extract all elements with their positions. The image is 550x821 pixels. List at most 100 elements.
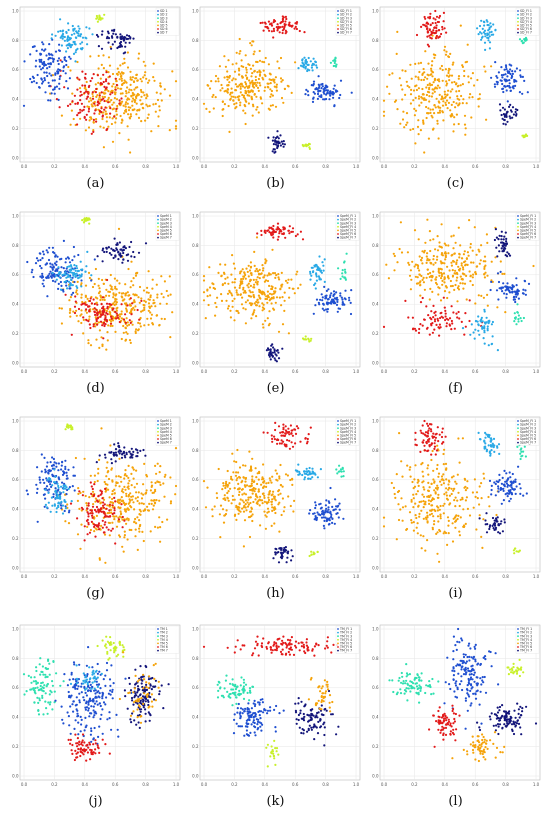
scatter-point xyxy=(108,534,111,537)
legend-marker xyxy=(157,430,159,433)
scatter-point xyxy=(156,526,159,529)
scatter-point xyxy=(491,335,494,338)
scatter-point xyxy=(453,252,456,255)
scatter-point xyxy=(96,104,99,107)
scatter-point xyxy=(461,83,464,86)
scatter-point xyxy=(243,289,247,293)
scatter-point xyxy=(439,267,442,270)
scatter-point xyxy=(138,508,141,511)
scatter-point xyxy=(93,258,96,261)
scatter-point xyxy=(344,289,347,292)
scatter-point xyxy=(23,60,26,63)
scatter-point xyxy=(230,87,233,90)
scatter-point xyxy=(95,118,98,121)
scatter-point xyxy=(483,255,487,258)
scatter-point xyxy=(39,264,42,268)
scatter-point xyxy=(68,38,72,41)
scatter-point xyxy=(102,80,105,84)
scatter-point xyxy=(67,65,70,69)
scatter-point xyxy=(237,73,241,76)
scatter-point xyxy=(290,432,293,435)
scatter-point xyxy=(295,27,298,31)
scatter-point xyxy=(267,86,270,89)
scatter-point xyxy=(234,96,237,99)
scatter-point xyxy=(501,290,504,293)
scatter-point xyxy=(287,278,290,281)
scatter-point xyxy=(271,150,274,153)
scatter-point xyxy=(278,501,281,504)
scatter-point xyxy=(95,308,98,311)
scatter-point xyxy=(126,102,129,105)
scatter-point xyxy=(145,77,148,80)
scatter-point xyxy=(78,490,81,493)
scatter-point xyxy=(420,25,423,28)
y-tick-label: 0.2 xyxy=(372,331,379,336)
scatter-point xyxy=(99,315,102,318)
scatter-point xyxy=(249,266,252,269)
scatter-point xyxy=(47,471,50,474)
scatter-point xyxy=(96,100,100,103)
scatter-point xyxy=(144,64,147,67)
scatter-point xyxy=(446,82,449,85)
scatter-point xyxy=(76,114,79,117)
scatter-point xyxy=(152,504,155,507)
legend-label: SD_FI 4 xyxy=(520,20,532,24)
scatter-point xyxy=(244,464,247,467)
scatter-point xyxy=(53,461,56,464)
scatter-point xyxy=(443,242,446,245)
scatter-point xyxy=(44,503,48,506)
scatter-point xyxy=(75,264,78,268)
scatter-point xyxy=(291,445,295,448)
scatter-point xyxy=(497,280,501,284)
scatter-point xyxy=(109,273,112,277)
scatter-point xyxy=(310,266,313,269)
scatter-point xyxy=(260,233,263,237)
scatter-point xyxy=(409,128,412,131)
scatter-point xyxy=(66,87,70,90)
scatter-point xyxy=(414,96,417,99)
scatter-point xyxy=(285,445,288,448)
scatter-point xyxy=(74,295,77,298)
scatter-point xyxy=(110,529,113,532)
scatter-point xyxy=(105,246,108,249)
scatter-point xyxy=(115,298,118,301)
scatter-point xyxy=(290,278,293,281)
scatter-point xyxy=(232,471,235,474)
scatter-point xyxy=(445,31,448,34)
scatter-point xyxy=(112,302,115,305)
scatter-point xyxy=(444,315,447,318)
legend-label: SpeM_FI 6 xyxy=(340,232,356,236)
scatter-point xyxy=(337,516,340,519)
scatter-point xyxy=(432,81,435,84)
scatter-point xyxy=(382,325,386,328)
scatter-point xyxy=(290,429,293,432)
legend-label: SD_FI 7 xyxy=(340,31,352,35)
scatter-point xyxy=(456,276,459,279)
scatter-point xyxy=(251,40,254,43)
scatter-point xyxy=(253,296,256,299)
scatter-point xyxy=(243,271,246,274)
scatter-point xyxy=(419,258,423,262)
scatter-point xyxy=(102,531,105,534)
scatter-point xyxy=(97,472,100,475)
scatter-point xyxy=(123,57,126,60)
scatter-point xyxy=(94,322,97,325)
scatter-point xyxy=(149,296,152,299)
scatter-point xyxy=(419,284,422,287)
scatter-point xyxy=(425,105,428,109)
scatter-point xyxy=(31,75,34,78)
scatter-point xyxy=(301,238,305,241)
scatter-point xyxy=(242,94,246,97)
scatter-point xyxy=(465,60,469,63)
scatter-point xyxy=(276,226,279,229)
scatter-point xyxy=(68,486,71,489)
scatter-point xyxy=(311,476,314,479)
scatter-point xyxy=(250,96,253,99)
scatter-point xyxy=(438,274,441,277)
scatter-point xyxy=(470,116,473,119)
scatter-point xyxy=(108,252,111,255)
scatter-point xyxy=(118,102,121,105)
scatter-point xyxy=(302,66,305,69)
scatter-point xyxy=(86,533,89,536)
scatter-point xyxy=(258,470,261,473)
